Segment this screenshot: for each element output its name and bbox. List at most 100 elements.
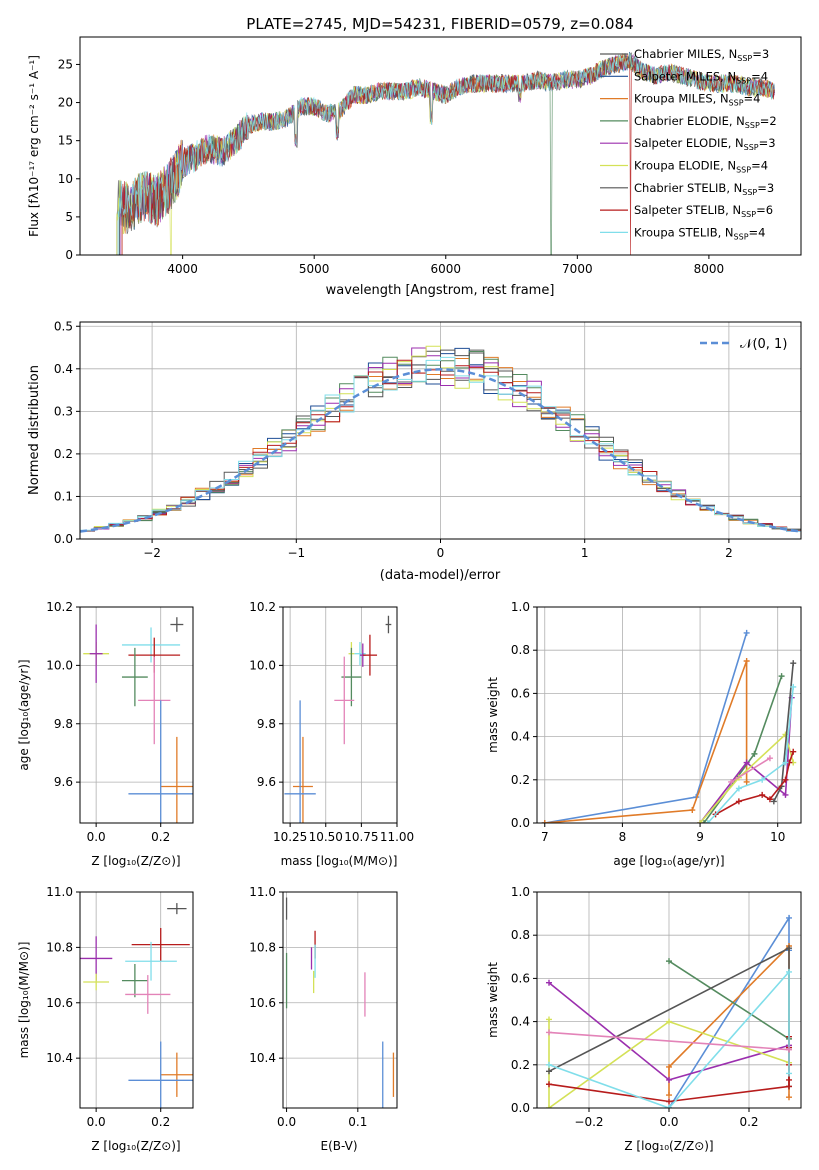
mass-weight-line	[699, 732, 794, 823]
y-tick-label: 9.6	[54, 775, 73, 789]
spectrum-axes-frame	[79, 36, 802, 256]
spectrum-y-label: Flux [fλ10⁻¹⁷ erg cm⁻² s⁻¹ A⁻¹]	[27, 55, 41, 237]
spectrum-legend: Chabrier MILES, NSSP=3 Salpeter MILES, NS…	[600, 47, 777, 241]
y-tick-label: 0.4	[511, 1015, 530, 1029]
y-tick-label: 0.0	[54, 532, 73, 546]
x-tick-label: 5000	[299, 262, 330, 276]
legend-normal-label: 𝒩(0, 1)	[740, 337, 787, 352]
residuals-x-ticks: −2 −1 0 1 2	[143, 539, 733, 560]
mass-weight-marker	[666, 1105, 672, 1108]
mass-weight-vs-age-x-label: age [log₁₀(age/yr)]	[613, 854, 724, 868]
mass-vs-ebv-y-ticks: 10.4 10.6 10.8 11.0	[249, 885, 283, 1065]
y-tick-label: 11.0	[249, 885, 276, 899]
mass-vs-ebv-x-label: E(B-V)	[320, 1139, 357, 1153]
spectrum-series-line	[121, 54, 775, 255]
mass-weight-marker	[546, 1061, 552, 1068]
y-tick-label: 10.8	[249, 940, 276, 954]
age-vs-z-x-ticks: 0.0 0.2	[87, 823, 170, 844]
y-tick-label: 0.0	[511, 816, 530, 830]
x-tick-label: 0.1	[348, 1115, 367, 1129]
mass-weight-marker	[546, 979, 552, 986]
residuals-panel: −2 −1 0 1 2 0.0 0.1 0.2 0.3 0.4 0.5 (data-model)/…	[27, 319, 802, 583]
residuals-x-label: (data-model)/error	[380, 568, 501, 583]
x-tick-label: −2	[143, 546, 161, 560]
mass-weight-marker	[546, 1068, 552, 1075]
y-tick-label: 10.2	[249, 600, 276, 614]
age-vs-mass-axes-frame	[282, 606, 398, 824]
x-tick-label: 6000	[430, 262, 461, 276]
mass-weight-marker	[666, 1092, 672, 1099]
y-tick-label: 25	[58, 57, 73, 71]
legend-label: Salpeter ELODIE, NSSP=3	[634, 136, 776, 152]
y-tick-label: 0.3	[54, 404, 73, 418]
mass-weight-marker	[790, 748, 797, 755]
spectrum-title: PLATE=2745, MJD=54231, FIBERID=0579, z=0…	[246, 15, 633, 33]
mass-weight-marker	[770, 798, 777, 805]
y-tick-label: 0	[65, 248, 73, 262]
y-tick-label: 10.6	[46, 996, 73, 1010]
x-tick-label: 0.2	[151, 830, 170, 844]
age-vs-mass-x-ticks: 10.25 10.50 10.75 11.00	[273, 823, 414, 844]
y-tick-label: 11.0	[46, 885, 73, 899]
mass-weight-marker	[743, 658, 750, 664]
mass-weight-line	[668, 960, 790, 1040]
mass-weight-marker	[751, 750, 758, 757]
x-tick-label: −1	[287, 546, 305, 560]
mass-vs-z-y-label: mass [log₁₀(M/M⊙)]	[17, 942, 31, 1059]
x-tick-label: 0.0	[87, 830, 106, 844]
age-vs-mass-y-ticks: 9.6 9.8 10.0 10.2	[249, 600, 283, 789]
residuals-y-ticks: 0.0 0.1 0.2 0.3 0.4 0.5	[54, 319, 80, 546]
mass-weight-marker	[735, 785, 742, 792]
x-tick-label: 0.2	[151, 1115, 170, 1129]
residuals-y-label: Normed distribution	[27, 365, 42, 495]
y-tick-label: 0.2	[54, 447, 73, 461]
mass-weight-marker	[735, 798, 742, 805]
mass-weight-marker	[546, 1016, 552, 1023]
normal-reference-curve	[80, 368, 801, 533]
legend-label: Chabrier MILES, NSSP=3	[634, 47, 769, 63]
x-tick-label: 0.0	[277, 1115, 296, 1129]
y-tick-label: 10	[58, 172, 73, 186]
y-tick-label: 0.2	[511, 773, 530, 787]
mass-weight-marker	[778, 673, 785, 680]
mass-weight-marker	[786, 1070, 792, 1077]
y-tick-label: 0.4	[511, 730, 530, 744]
legend-label: Chabrier STELIB, NSSP=3	[634, 181, 774, 197]
y-tick-label: 1.0	[511, 885, 530, 899]
mass-weight-line	[730, 757, 771, 783]
legend-label: Kroupa ELODIE, NSSP=4	[634, 159, 768, 175]
mass-weight-marker	[666, 1098, 672, 1105]
y-tick-label: 0.0	[511, 1101, 530, 1115]
spectrum-x-ticks: 4000 5000 6000 7000 8000	[167, 255, 724, 276]
mass-weight-marker	[546, 1105, 552, 1108]
mass-weight-line	[548, 1031, 790, 1051]
mass-weight-marker	[782, 791, 789, 798]
y-tick-label: 10.4	[249, 1051, 276, 1065]
mass-weight-marker	[666, 958, 672, 965]
x-tick-label: 10.25	[273, 830, 307, 844]
mass-weight-marker	[790, 660, 797, 667]
x-tick-label: 10	[770, 830, 785, 844]
age-vs-z-x-label: Z [log₁₀(Z/Z⊙)]	[91, 854, 180, 868]
mass-weight-vs-age-y-label: mass weight	[486, 677, 500, 753]
mass-weight-marker	[786, 1094, 792, 1101]
mass-weight-marker	[700, 820, 707, 823]
mass-vs-z-plot	[80, 903, 193, 1108]
spectrum-series-line	[117, 52, 775, 255]
mass-weight-marker	[697, 820, 704, 823]
legend-label: Salpeter STELIB, NSSP=6	[634, 203, 773, 219]
mass-weight-vs-age-panel: 7 8 9 10 0.0 0.2 0.4 0.6 0.8 1.0 age [log₁₀(age/…	[486, 600, 802, 868]
y-tick-label: 15	[58, 134, 73, 148]
mass-weight-marker	[541, 820, 548, 823]
x-tick-label: 10.50	[309, 830, 343, 844]
mass-vs-ebv-axes-frame	[282, 891, 398, 1109]
mass-weight-marker	[766, 755, 773, 762]
y-tick-label: 0.6	[511, 686, 530, 700]
x-tick-label: 11.00	[380, 830, 414, 844]
age-vs-mass-x-label: mass [log₁₀(M/M⊙)]	[281, 854, 398, 868]
histogram-step	[80, 356, 801, 532]
x-tick-label: 10.75	[344, 830, 378, 844]
x-tick-label: 4000	[167, 262, 198, 276]
mass-weight-marker	[786, 945, 792, 952]
mass-weight-marker	[666, 1076, 672, 1083]
